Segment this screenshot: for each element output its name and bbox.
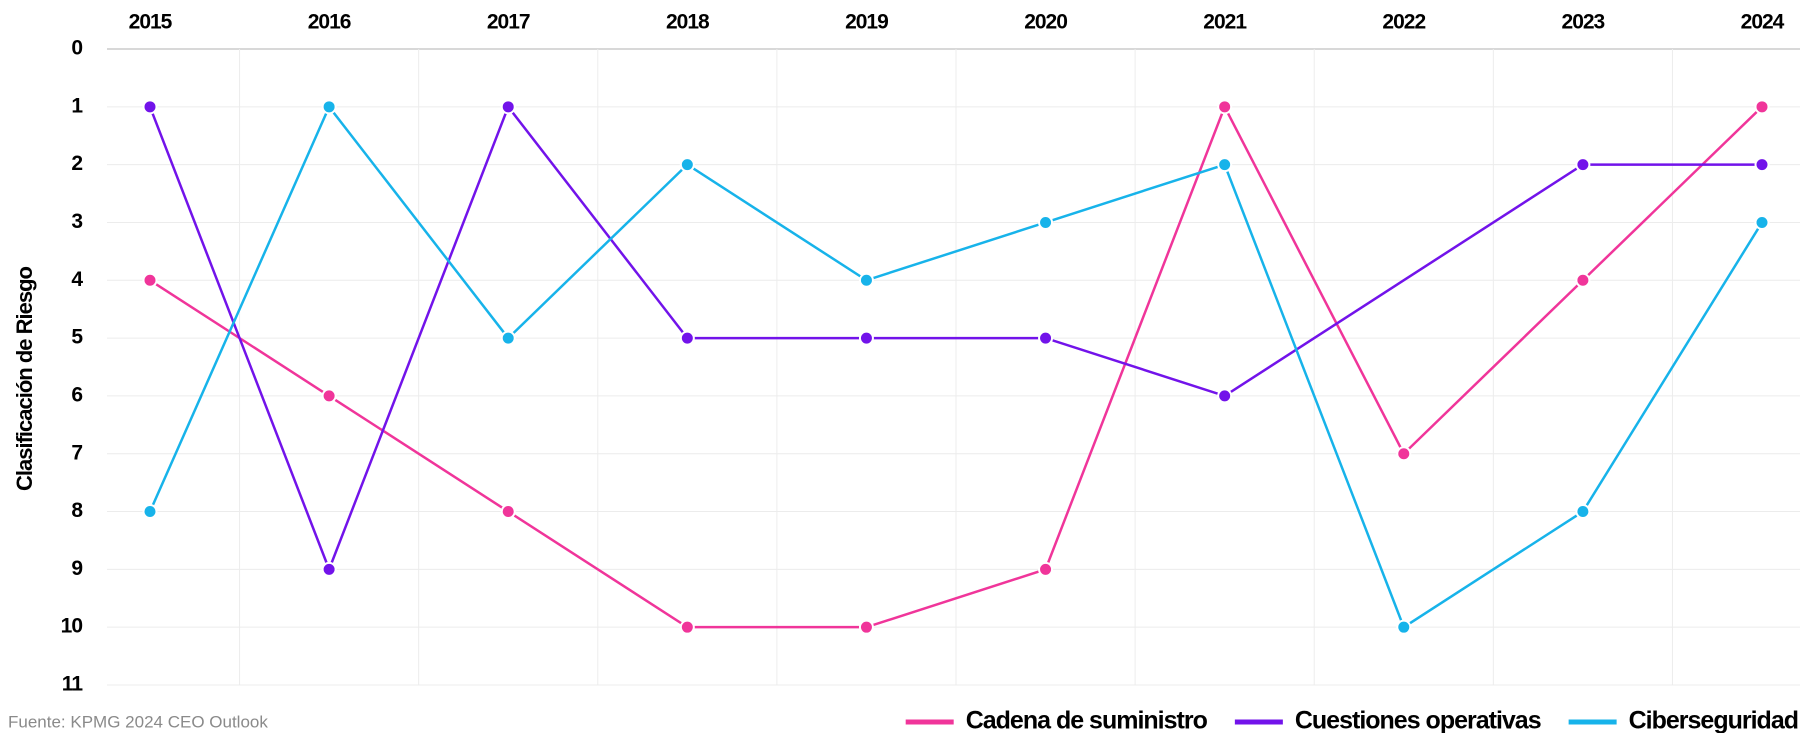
point (1038, 214, 1054, 230)
grid (107, 48, 1800, 686)
point (858, 619, 874, 635)
y-tick-label: 6 (71, 383, 82, 406)
x-tick-label: 2019 (845, 11, 888, 34)
point (679, 157, 695, 173)
x-tick-label: 2016 (308, 11, 351, 34)
y-tick-label: 5 (71, 326, 83, 349)
y-axis-title: Clasificación de Riesgo (12, 266, 37, 491)
point (1396, 619, 1412, 635)
legend-label: Cuestiones operativas (1295, 707, 1541, 733)
point (1217, 388, 1233, 404)
point (500, 99, 516, 115)
point (1217, 157, 1233, 173)
point (679, 330, 695, 346)
point (321, 99, 337, 115)
x-tick-label: 2023 (1562, 11, 1605, 34)
point (500, 330, 516, 346)
y-tick-label: 2 (71, 152, 82, 175)
y-tick-label: 9 (71, 557, 82, 580)
point (1038, 561, 1054, 577)
y-tick-label: 1 (71, 94, 83, 117)
point (1754, 99, 1770, 115)
series-line (149, 103, 1763, 629)
point (1575, 504, 1591, 520)
x-tick-label: 2017 (487, 11, 530, 34)
series-line (148, 104, 1764, 630)
point (142, 99, 158, 115)
x-tick-label: 2020 (1024, 11, 1067, 34)
point (1038, 330, 1054, 346)
x-tick-label: 2024 (1741, 11, 1785, 34)
x-tick-label: 2018 (666, 11, 710, 34)
y-tick-label: 0 (71, 37, 82, 60)
point (321, 561, 337, 577)
point (1575, 157, 1591, 173)
y-tick-label: 7 (71, 441, 82, 464)
point (1754, 157, 1770, 173)
point (679, 619, 695, 635)
point (321, 388, 337, 404)
y-tick-label: 4 (71, 268, 83, 291)
point (142, 504, 158, 520)
legend-label: Ciberseguridad (1629, 707, 1798, 733)
point (858, 330, 874, 346)
point (1754, 214, 1770, 230)
point (1575, 272, 1591, 288)
point (1217, 99, 1233, 115)
point (858, 272, 874, 288)
y-tick-label: 11 (62, 673, 84, 696)
x-tick-label: 2021 (1203, 11, 1247, 34)
point (142, 272, 158, 288)
x-tick-label: 2022 (1382, 11, 1425, 34)
y-tick-label: 8 (71, 499, 83, 522)
y-tick-label: 3 (71, 210, 82, 233)
point (1396, 446, 1412, 462)
legend-label: Cadena de suministro (966, 707, 1208, 733)
source: Fuente: KPMG 2024 CEO Outlook (8, 712, 268, 731)
point (500, 504, 516, 520)
x-tick-label: 2015 (129, 11, 173, 34)
y-tick-label: 10 (61, 615, 83, 638)
